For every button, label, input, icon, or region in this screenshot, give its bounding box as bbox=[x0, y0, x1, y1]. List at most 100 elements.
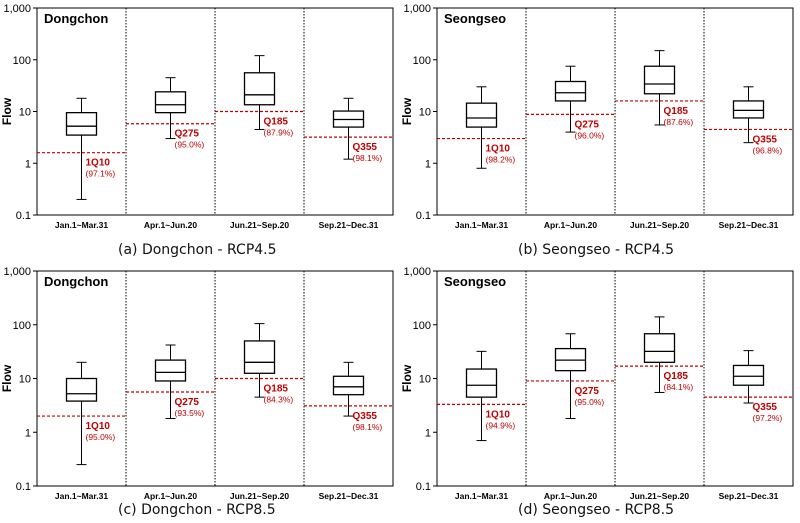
threshold-label: Q185 bbox=[264, 117, 289, 128]
threshold-percent: (97.1%) bbox=[86, 169, 116, 179]
box-3 bbox=[243, 55, 276, 130]
box-3 bbox=[243, 323, 276, 398]
threshold-percent: (87.6%) bbox=[664, 117, 694, 127]
station-title: Dongchon bbox=[44, 274, 108, 289]
y-tick-label: 1,000 bbox=[403, 3, 431, 15]
box-4 bbox=[732, 350, 765, 404]
threshold-label: 1Q10 bbox=[86, 158, 111, 169]
y-tick-label: 10 bbox=[19, 107, 31, 119]
box-body bbox=[65, 377, 98, 402]
category-label: Jan.1~Mar.31 bbox=[55, 220, 108, 230]
category-label: Sep.21~Dec.31 bbox=[719, 220, 779, 230]
threshold-percent: (94.9%) bbox=[486, 420, 516, 430]
category-label: Sep.21~Dec.31 bbox=[319, 220, 379, 230]
threshold-label: Q185 bbox=[664, 106, 689, 117]
y-tick-label: 100 bbox=[13, 320, 31, 332]
threshold-label: Q355 bbox=[353, 142, 378, 153]
chart-panel-2: 0.1 1 10 100 1,000 Flow Seongseo Jan.1~Mar.31 Ap… bbox=[400, 3, 794, 230]
box-2 bbox=[554, 333, 587, 420]
category-label: Jun.21~Sep.20 bbox=[230, 491, 290, 501]
y-tick-label: 0.1 bbox=[16, 481, 31, 493]
box-body bbox=[732, 364, 765, 386]
chart-panel-4: 0.1 1 10 100 1,000 Flow Seongseo Jan.1~Mar.31 Ap… bbox=[400, 266, 794, 501]
threshold-percent: (84.1%) bbox=[664, 382, 694, 392]
y-tick-label: 100 bbox=[413, 55, 431, 67]
category-label: Jan.1~Mar.31 bbox=[55, 491, 108, 501]
threshold-percent: (95.0%) bbox=[575, 397, 605, 407]
threshold-percent: (96.8%) bbox=[753, 145, 783, 155]
box-body bbox=[332, 375, 365, 396]
y-tick-label: 1,000 bbox=[3, 266, 31, 278]
threshold-percent: (93.5%) bbox=[175, 408, 205, 418]
threshold-percent: (97.2%) bbox=[753, 413, 783, 423]
threshold-percent: (84.3%) bbox=[264, 395, 294, 405]
chart-panel-3: 0.1 1 10 100 1,000 Flow Dongchon Jan.1~Mar.31 Ap… bbox=[0, 266, 394, 501]
box-1 bbox=[465, 350, 498, 442]
box-body bbox=[643, 333, 676, 363]
threshold-percent: (95.0%) bbox=[175, 140, 205, 150]
y-tick-label: 100 bbox=[413, 320, 431, 332]
category-label: Jun.21~Sep.20 bbox=[230, 220, 290, 230]
threshold-percent: (98.1%) bbox=[353, 153, 383, 163]
y-tick-label: 1 bbox=[25, 158, 31, 170]
station-title: Dongchon bbox=[44, 11, 108, 26]
caption-b: (b) Seongseo - RCP4.5 bbox=[518, 242, 675, 258]
y-axis-label: Flow bbox=[400, 364, 414, 392]
y-tick-label: 1 bbox=[25, 427, 31, 439]
y-tick-label: 1 bbox=[425, 427, 431, 439]
category-label: Jan.1~Mar.31 bbox=[455, 491, 508, 501]
caption-d: (d) Seongseo - RCP8.5 bbox=[518, 502, 675, 518]
y-tick-label: 1 bbox=[425, 158, 431, 170]
y-tick-label: 0.1 bbox=[416, 481, 431, 493]
category-label: Jun.21~Sep.20 bbox=[630, 220, 690, 230]
box-4 bbox=[332, 97, 365, 160]
station-title: Seongseo bbox=[444, 274, 506, 289]
box-body bbox=[643, 65, 676, 95]
category-label: Jun.21~Sep.20 bbox=[630, 491, 690, 501]
y-axis-label: Flow bbox=[0, 97, 14, 125]
box-1 bbox=[465, 86, 498, 169]
threshold-label: Q275 bbox=[175, 397, 200, 408]
box-body bbox=[243, 72, 276, 106]
caption-c: (c) Dongchon - RCP8.5 bbox=[118, 502, 276, 518]
category-label: Jan.1~Mar.31 bbox=[455, 220, 508, 230]
y-tick-label: 0.1 bbox=[416, 210, 431, 222]
category-label: Apr.1~Jun.20 bbox=[544, 220, 597, 230]
box-body bbox=[154, 359, 187, 382]
category-label: Apr.1~Jun.20 bbox=[544, 491, 597, 501]
threshold-percent: (95.0%) bbox=[86, 432, 116, 442]
threshold-label: Q355 bbox=[753, 402, 778, 413]
threshold-percent: (98.1%) bbox=[353, 422, 383, 432]
y-tick-label: 10 bbox=[19, 374, 31, 386]
caption-a: (a) Dongchon - RCP4.5 bbox=[118, 242, 277, 258]
box-4 bbox=[332, 361, 365, 417]
threshold-label: Q185 bbox=[264, 384, 289, 395]
threshold-label: Q355 bbox=[753, 134, 778, 145]
category-label: Apr.1~Jun.20 bbox=[144, 220, 197, 230]
y-axis-label: Flow bbox=[0, 364, 14, 392]
y-tick-label: 10 bbox=[419, 107, 431, 119]
threshold-label: Q275 bbox=[575, 119, 600, 130]
box-body bbox=[465, 102, 498, 128]
threshold-percent: (87.9%) bbox=[264, 128, 294, 138]
box-3 bbox=[643, 50, 676, 126]
threshold-percent: (98.2%) bbox=[486, 155, 516, 165]
y-tick-label: 100 bbox=[13, 55, 31, 67]
box-1 bbox=[65, 97, 98, 200]
threshold-label: Q275 bbox=[175, 129, 200, 140]
threshold-label: Q355 bbox=[353, 411, 378, 422]
box-4 bbox=[732, 86, 765, 144]
category-label: Sep.21~Dec.31 bbox=[319, 491, 379, 501]
threshold-label: 1Q10 bbox=[486, 144, 511, 155]
y-axis-label: Flow bbox=[400, 97, 414, 125]
category-label: Apr.1~Jun.20 bbox=[144, 491, 197, 501]
box-2 bbox=[554, 65, 587, 133]
box-body bbox=[465, 368, 498, 398]
y-tick-label: 10 bbox=[419, 374, 431, 386]
box-2 bbox=[154, 344, 187, 420]
station-title: Seongseo bbox=[444, 11, 506, 26]
y-tick-label: 0.1 bbox=[16, 210, 31, 222]
chart-panel-1: 0.1 1 10 100 1,000 Flow Dongchon Jan.1~Mar.31 Ap… bbox=[0, 3, 394, 230]
box-body bbox=[154, 91, 187, 114]
